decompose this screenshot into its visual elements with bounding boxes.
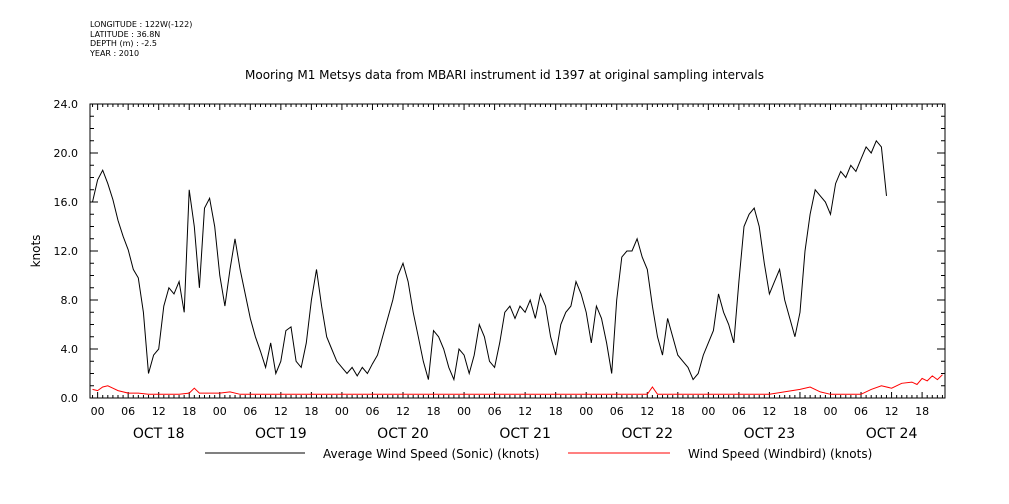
x-hour-label: 00 (457, 405, 471, 418)
series-line-1 (92, 139, 887, 382)
depth-text: DEPTH (m) : -2.5 (90, 39, 157, 48)
x-date-label: OCT 20 (377, 426, 429, 442)
x-hour-label: 06 (488, 405, 502, 418)
y-tick-label: 16.0 (54, 196, 79, 209)
x-hour-label: 12 (885, 405, 899, 418)
y-axis-title: knots (29, 235, 43, 268)
x-hour-label: 06 (732, 405, 746, 418)
x-date-label: OCT 22 (621, 426, 673, 442)
legend-label-windbird: Wind Speed (Windbird) (knots) (688, 447, 872, 461)
x-hour-label: 18 (182, 405, 196, 418)
x-hour-label: 06 (854, 405, 868, 418)
x-hour-label: 12 (640, 405, 654, 418)
x-hour-label: 18 (427, 405, 441, 418)
x-hour-label: 12 (762, 405, 776, 418)
y-tick-label: 12.0 (54, 245, 79, 258)
legend-label-sonic: Average Wind Speed (Sonic) (knots) (323, 447, 539, 461)
x-hour-label: 18 (549, 405, 563, 418)
x-hour-label: 00 (823, 405, 837, 418)
axes: 00 06 12 18 00 06 12 18 00 06 12 18 00 06 12 18 00 06 12 18… (29, 98, 946, 442)
x-hour-label: 00 (335, 405, 349, 418)
y-tick-label: 0.0 (61, 392, 79, 405)
x-hour-label: 12 (274, 405, 288, 418)
x-hour-label: 00 (213, 405, 227, 418)
x-hour-label: 12 (518, 405, 532, 418)
x-hour-label: 06 (365, 405, 379, 418)
x-hour-label: 06 (610, 405, 624, 418)
x-hour-label: 18 (671, 405, 685, 418)
x-date-label: OCT 23 (744, 426, 796, 442)
longitude-text: LONGITUDE : 122W(-122) (90, 20, 193, 29)
x-date-label: OCT 18 (133, 426, 185, 442)
x-hour-label: 00 (91, 405, 105, 418)
y-tick-label: 24.0 (54, 98, 79, 111)
latitude-text: LATITUDE : 36.8N (90, 29, 161, 39)
x-hour-label: 12 (396, 405, 410, 418)
x-hour-label: 00 (579, 405, 593, 418)
metadata-block: LONGITUDE : 122W(-122) LATITUDE : 36.8N … (90, 20, 192, 58)
y-tick-label: 20.0 (54, 147, 79, 160)
x-hour-label: 06 (121, 405, 135, 418)
y-tick-label: 8.0 (61, 294, 79, 307)
x-hour-label: 12 (152, 405, 166, 418)
plot-frame (89, 103, 946, 399)
x-date-label: OCT 24 (866, 426, 918, 442)
series-line-2 (92, 374, 943, 395)
year-text: YEAR : 2010 (90, 48, 140, 58)
chart-title: Mooring M1 Metsys data from MBARI instru… (245, 68, 764, 82)
series-layer (92, 139, 943, 395)
legend: Average Wind Speed (Sonic) (knots) Wind S… (205, 447, 872, 461)
x-hour-label: 00 (701, 405, 715, 418)
y-tick-label: 4.0 (61, 343, 79, 356)
x-hour-label: 06 (243, 405, 257, 418)
x-hour-label: 18 (793, 405, 807, 418)
x-hour-label: 18 (304, 405, 318, 418)
x-date-label: OCT 19 (255, 426, 307, 442)
x-hour-label: 18 (915, 405, 929, 418)
x-date-label: OCT 21 (499, 426, 551, 442)
